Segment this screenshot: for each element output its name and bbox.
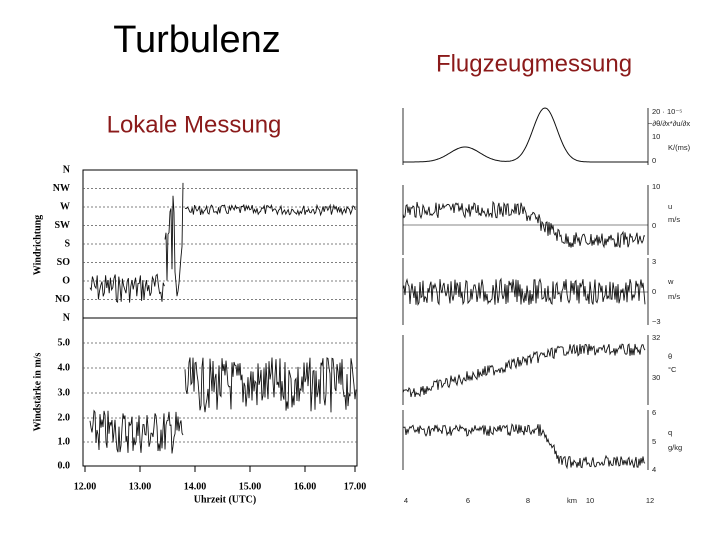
trace [184,357,357,413]
panel-label: −∂θ/∂x*∂u/∂x [648,119,690,128]
panel-label: m/s [668,215,680,224]
x-label: 13.00 [129,481,152,492]
direction-label: W [60,201,70,212]
x-label: 12 [646,496,654,505]
panel-label: 3 [652,257,656,266]
panel-label: 6 [652,408,656,417]
speed-label: 0.0 [58,460,71,471]
panel-label: 10 [652,182,660,191]
trace [402,343,646,398]
speed-label: 1.0 [58,436,71,447]
title: Turbulenz [113,19,281,61]
y-axis-title: Windrichtung [32,215,43,275]
direction-label: NW [53,183,70,194]
subtitle-right: Flugzeugmessung [436,50,632,77]
direction-label: O [62,275,70,286]
x-axis-title: Uhrzeit (UTC) [194,494,256,505]
trace [164,182,184,297]
panel-label: 0 [652,287,656,296]
panel-label: 5 [652,437,656,446]
panel-label: 0 [652,221,656,230]
x-label: 10 [586,496,594,505]
speed-label: 4.0 [58,362,71,373]
trace [402,277,646,306]
direction-label: S [64,238,70,249]
trace [184,203,356,217]
panel-label: 0 [652,156,656,165]
speed-label: 5.0 [58,337,71,348]
panel-label: θ [668,352,672,361]
direction-label: N [63,164,71,175]
subtitle-left: Lokale Messung [107,111,282,138]
panel-label: 10 [652,132,660,141]
right-figure: 20 · 10⁻⁵ −∂θ/∂x*∂u/∂x 10 K/(ms) 0 10 u m/s 0 3 w 0… [402,107,691,505]
trace [402,200,646,249]
x-label: km [567,496,577,505]
panel-label: u [668,202,672,211]
panel-label: q [668,428,672,437]
panel-label: −3 [652,317,661,326]
panel-label: K/(ms) [668,143,691,152]
x-label: 17.00 [344,481,367,492]
direction-label: SO [57,257,71,268]
speed-label: 2.0 [58,412,71,423]
x-label: 15.00 [239,481,262,492]
y-axis-title: Windstärke in m/s [32,353,43,432]
x-label: 4 [404,496,408,505]
trace [402,423,646,470]
x-label: 12.00 [74,481,97,492]
panel-label: m/s [668,292,680,301]
x-label: 6 [466,496,470,505]
x-label: 14.00 [184,481,207,492]
direction-label: SW [54,220,70,231]
x-label: 8 [526,496,530,505]
panel-label: °C [668,365,677,374]
x-label: 16.00 [294,481,317,492]
trace [403,107,648,163]
panel-label: w [667,277,674,286]
panel-label: 32 [652,333,660,342]
panel-label: 4 [652,465,656,474]
direction-label: NO [55,294,70,305]
speed-label: 3.0 [58,387,71,398]
panel-label: 20 · 10⁻⁵ [652,107,682,116]
trace [89,273,165,303]
trace [89,409,184,454]
panel-label: 30 [652,373,660,382]
panel-label: g/kg [668,443,682,452]
direction-label: N [63,312,71,323]
left-figure: N NW W SW S SO O NO N 5.0 4.0 3.0 2.0 1.0 0.012.00 13.0… [32,164,366,505]
